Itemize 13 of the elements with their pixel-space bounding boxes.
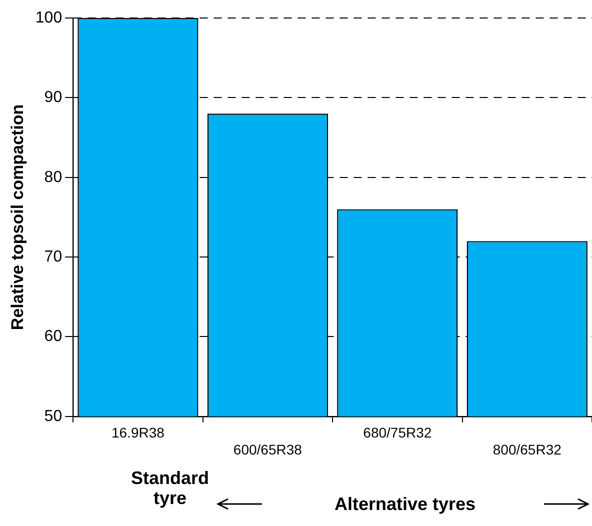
y-tick-label: 60	[44, 328, 62, 346]
y-tick-label: 50	[44, 408, 62, 425]
y-tick-label: 100	[35, 9, 62, 26]
x-tick-label: 680/75R32	[363, 424, 432, 441]
text: Alternative tyres	[333, 494, 477, 514]
x-tick-label: 600/65R38	[233, 441, 302, 458]
y-tick-label: 80	[44, 168, 62, 186]
x-tick-label: 16.9R38	[111, 424, 165, 441]
y-tick-label: 90	[44, 89, 62, 106]
text: Standard tyre	[130, 468, 210, 508]
y-axis-title: Relative topsoil compaction	[8, 104, 27, 330]
x-tick-label: 800/65R32	[492, 441, 562, 458]
y-tick-label: 70	[44, 248, 62, 266]
